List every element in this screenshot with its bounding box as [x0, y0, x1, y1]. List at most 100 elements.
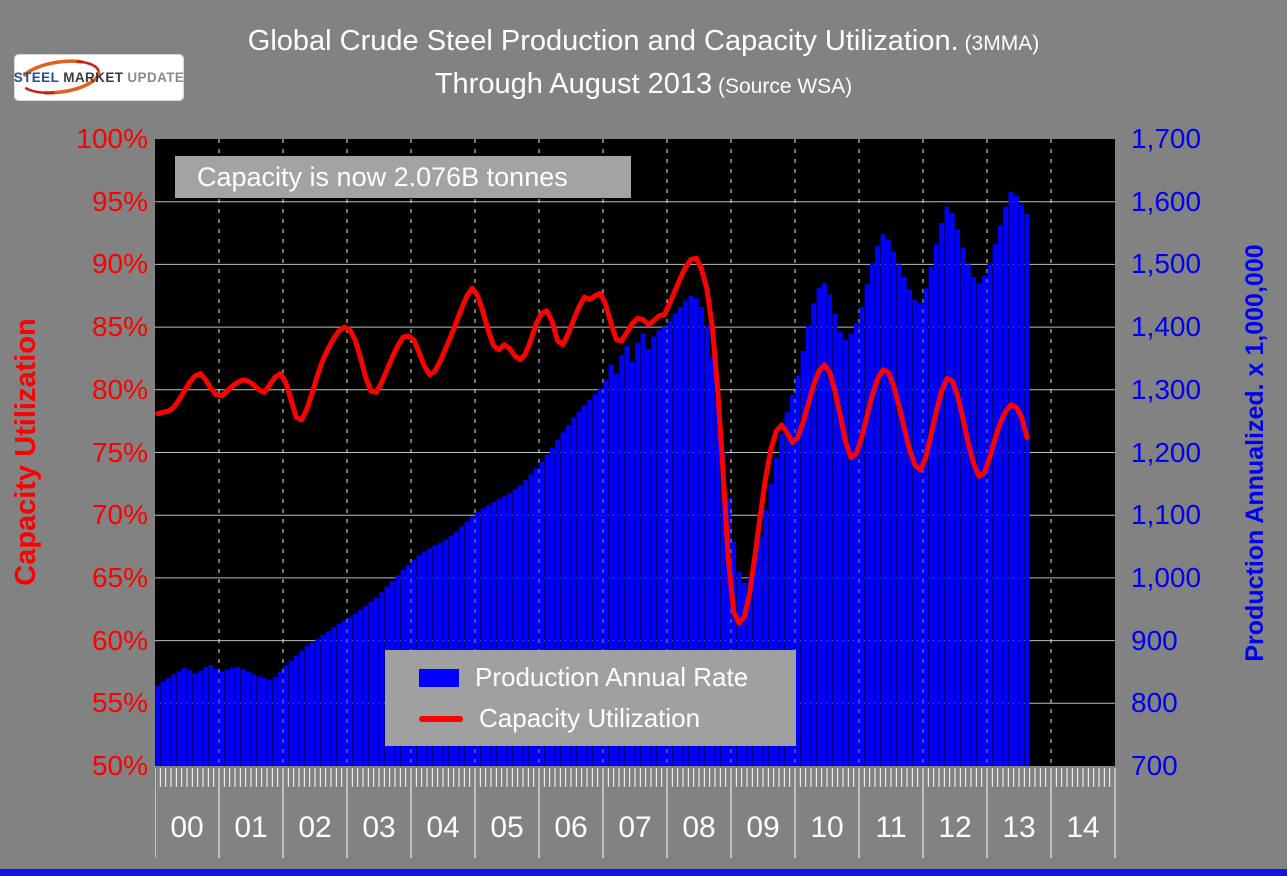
production-bar — [597, 388, 603, 766]
production-bar — [811, 303, 817, 766]
production-bar — [357, 609, 363, 766]
production-bar — [885, 239, 891, 766]
production-bar — [939, 223, 945, 766]
production-bar — [245, 671, 251, 766]
production-bar — [987, 263, 993, 766]
x-axis-year-label: 06 — [554, 811, 588, 844]
production-bar — [347, 616, 353, 766]
bottom-blue-strip — [0, 869, 1287, 876]
production-bar — [800, 350, 806, 766]
production-bar — [907, 289, 913, 766]
production-bar — [848, 333, 854, 766]
y-axis-left-tick-label: 60% — [91, 624, 148, 656]
production-bar — [379, 592, 385, 766]
production-bar — [475, 512, 481, 766]
logo-word-market: MARKET — [63, 70, 124, 85]
production-bar — [523, 480, 529, 766]
logo-text: STEEL MARKET UPDATE — [14, 54, 184, 101]
production-bar — [677, 307, 683, 766]
utilization-line — [155, 255, 1030, 626]
y-axis-left-tick-label: 80% — [91, 373, 148, 405]
production-bar — [592, 394, 598, 766]
production-bar — [837, 332, 843, 766]
production-bar — [720, 452, 726, 766]
production-bar — [325, 631, 331, 766]
x-axis-year-label: 03 — [362, 811, 396, 844]
production-bar — [875, 245, 881, 766]
x-axis-year-label: 14 — [1066, 811, 1100, 844]
production-bar — [533, 468, 539, 766]
production-bar — [517, 485, 523, 766]
production-bar — [469, 516, 475, 766]
production-bar — [491, 502, 497, 766]
y-axis-right-tick-label: 1,500 — [1131, 248, 1202, 280]
x-axis-year-label: 07 — [618, 811, 652, 844]
production-bar — [645, 349, 651, 766]
chart-title-block: Global Crude Steel Production and Capaci… — [0, 22, 1287, 108]
production-bar — [880, 234, 886, 766]
x-axis-year-label: 08 — [682, 811, 716, 844]
production-bar — [795, 376, 801, 766]
capacity-annotation: Capacity is now 2.076B tonnes — [175, 156, 631, 198]
production-bar — [667, 320, 673, 766]
y-axis-left-tick-label: 90% — [91, 248, 148, 280]
production-bar — [187, 670, 193, 766]
production-bar — [304, 646, 310, 766]
y-axis-left-tick-label: 95% — [91, 185, 148, 217]
production-bar — [896, 264, 902, 766]
x-axis-year-label: 01 — [234, 811, 268, 844]
x-axis-year-label: 09 — [746, 811, 780, 844]
production-bar — [859, 307, 865, 766]
production-bar — [539, 461, 545, 766]
production-bar — [261, 678, 267, 766]
production-bar — [773, 457, 779, 766]
y-axis-left-tick-label: 55% — [91, 687, 148, 719]
production-bar — [464, 521, 470, 766]
production-bar — [1013, 195, 1019, 766]
production-bar — [496, 498, 502, 766]
production-bar — [315, 638, 321, 766]
chart-title-line2: Through August 2013 (Source WSA) — [0, 65, 1287, 108]
production-bar — [853, 323, 859, 766]
production-bar — [208, 665, 214, 766]
production-bar — [507, 493, 513, 766]
chart-subtitle-main: Through August 2013 — [434, 68, 713, 100]
chart-source-label: (Source WSA) — [712, 75, 853, 98]
production-legend-swatch — [419, 668, 459, 687]
production-bar — [309, 642, 315, 766]
y-axis-right-tick-label: 1,400 — [1131, 311, 1202, 343]
production-bar — [331, 627, 337, 766]
legend-row-production: Production Annual Rate — [419, 662, 796, 693]
y-axis-right-tick-label: 1,600 — [1131, 185, 1202, 217]
y-axis-right-tick-label: 1,700 — [1131, 123, 1202, 154]
production-bar — [864, 284, 870, 766]
y-axis-left-tick-label: 75% — [91, 436, 148, 468]
production-bar — [512, 489, 518, 766]
production-bar — [981, 275, 987, 766]
production-bar — [656, 330, 662, 766]
y-axis-left-tick-label: 85% — [91, 311, 148, 343]
production-bar — [299, 650, 305, 766]
production-bar — [224, 670, 230, 766]
production-bar — [992, 244, 998, 766]
production-bar — [587, 399, 593, 766]
production-bar — [352, 613, 358, 766]
y-axis-right-tick-label: 1,100 — [1131, 499, 1202, 531]
production-bar — [171, 674, 177, 766]
production-bar — [699, 307, 705, 766]
production-bar — [165, 678, 171, 766]
production-bar — [181, 668, 187, 766]
production-bar — [715, 401, 721, 766]
production-bar — [661, 327, 667, 766]
production-bar — [997, 225, 1003, 766]
production-bar — [768, 483, 774, 766]
production-bar — [485, 505, 491, 766]
production-bar — [693, 298, 699, 766]
production-bar — [960, 248, 966, 766]
production-bar — [816, 288, 822, 766]
x-axis-year-label: 04 — [426, 811, 460, 844]
production-bar — [1008, 191, 1014, 766]
production-bar — [267, 680, 273, 766]
production-bar — [901, 276, 907, 766]
production-bar — [608, 364, 614, 766]
